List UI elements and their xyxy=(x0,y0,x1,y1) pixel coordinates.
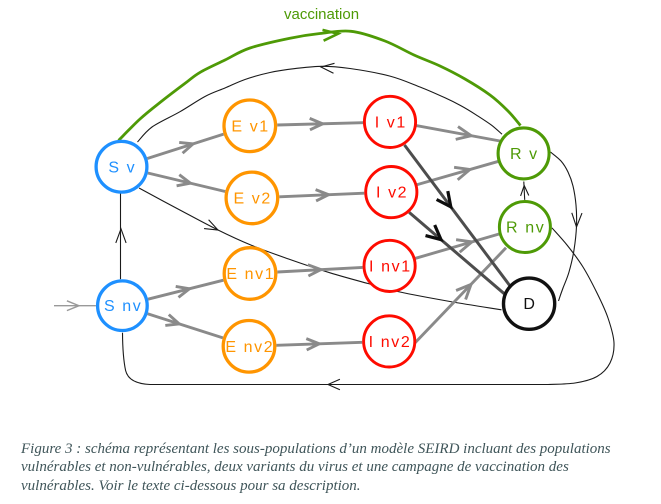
svg-text:I v2: I v2 xyxy=(376,185,408,202)
svg-text:E v1: E v1 xyxy=(231,118,269,135)
svg-text:D: D xyxy=(523,296,536,313)
svg-text:I nv2: I nv2 xyxy=(369,334,412,351)
svg-text:E nv1: E nv1 xyxy=(226,266,275,283)
svg-text:I v1: I v1 xyxy=(375,114,407,131)
svg-text:S v: S v xyxy=(108,159,136,176)
svg-text:R nv: R nv xyxy=(506,220,545,237)
svg-text:E nv2: E nv2 xyxy=(225,339,274,356)
svg-text:R v: R v xyxy=(510,146,539,163)
svg-text:I nv1: I nv1 xyxy=(369,258,412,275)
svg-text:E v2: E v2 xyxy=(233,190,271,207)
svg-text:S nv: S nv xyxy=(104,298,142,315)
svg-text:vaccination: vaccination xyxy=(284,6,359,23)
